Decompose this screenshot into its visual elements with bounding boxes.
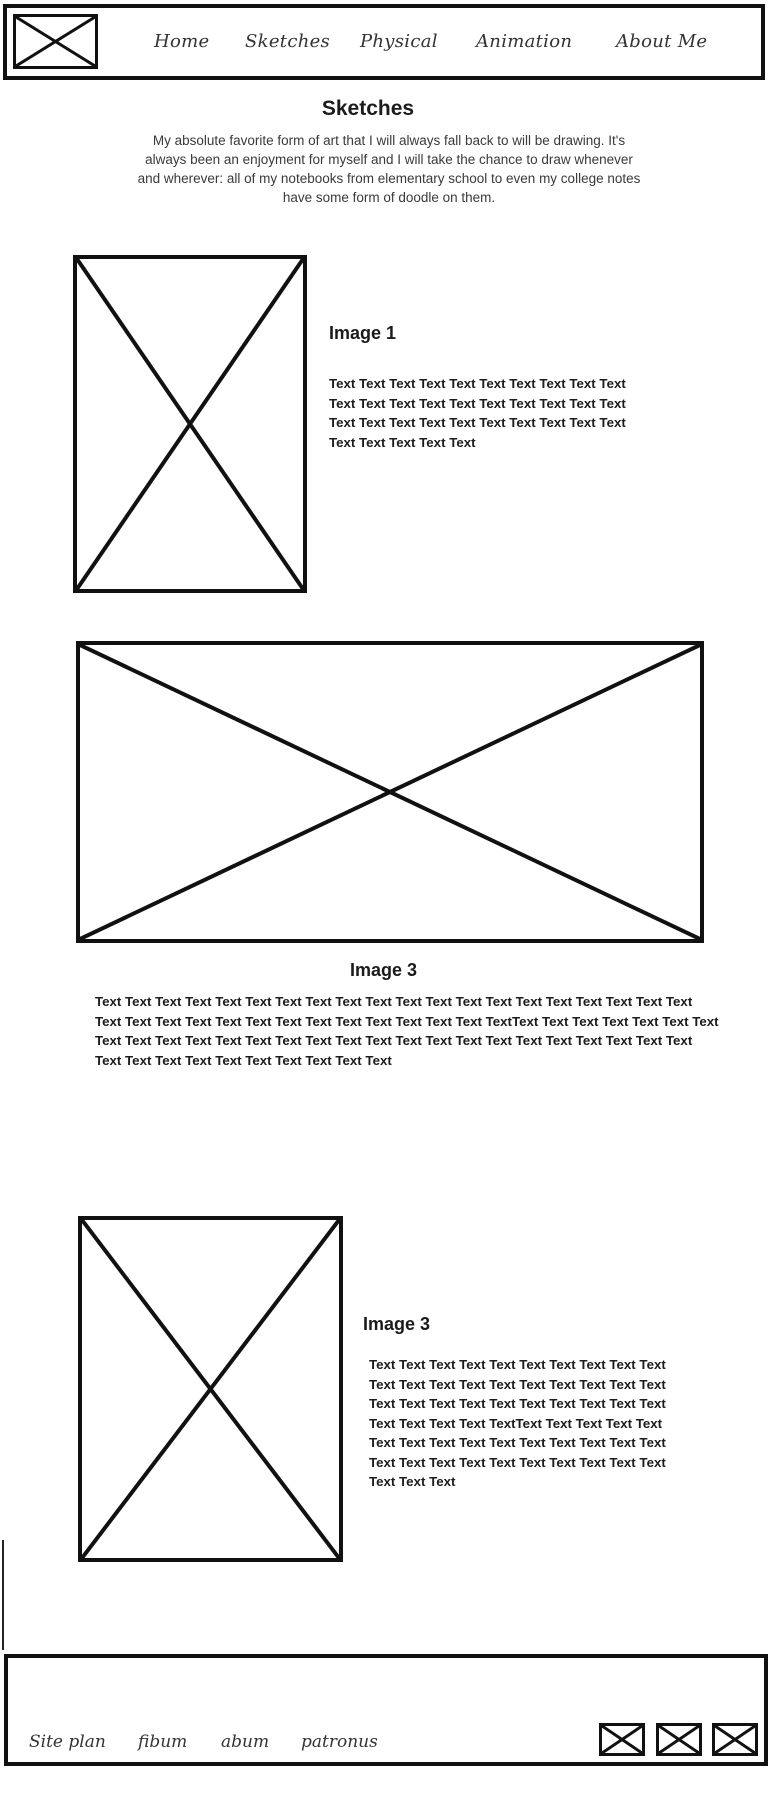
- social-icon-2[interactable]: [656, 1723, 702, 1756]
- placeholder-x-icon: [82, 1220, 339, 1558]
- site-footer: [4, 1654, 768, 1766]
- section-2-heading: Image 3: [349, 960, 418, 980]
- placeholder-x-icon: [77, 259, 303, 589]
- nav-sketches[interactable]: Sketches: [245, 31, 331, 52]
- nav-animation[interactable]: Animation: [476, 31, 573, 52]
- nav-home[interactable]: Home: [154, 31, 210, 52]
- social-icon-3[interactable]: [712, 1723, 758, 1756]
- footer-link-site-plan[interactable]: Site plan: [29, 1732, 106, 1752]
- logo-image-placeholder[interactable]: [13, 14, 98, 69]
- image-1-placeholder: [73, 255, 307, 593]
- divider-line: [2, 1540, 4, 1650]
- placeholder-x-icon: [16, 17, 95, 66]
- nav-about-me[interactable]: About Me: [616, 31, 708, 52]
- placeholder-x-icon: [602, 1726, 642, 1753]
- social-icon-1[interactable]: [599, 1723, 645, 1756]
- section-1-body: Text Text Text Text Text Text Text Text …: [329, 376, 626, 450]
- page-title: Sketches: [321, 97, 415, 120]
- section-3-heading: Image 3: [363, 1314, 431, 1334]
- image-3-placeholder: [78, 1216, 343, 1562]
- page-intro: My absolute favorite form of art that I …: [137, 133, 641, 205]
- nav-physical[interactable]: Physical: [360, 31, 438, 52]
- section-1-heading: Image 1: [329, 323, 397, 343]
- placeholder-x-icon: [659, 1726, 699, 1753]
- site-header: [3, 4, 765, 80]
- section-2-body: Text Text Text Text Text Text Text Text …: [95, 994, 719, 1068]
- footer-link-patronus[interactable]: patronus: [301, 1732, 378, 1752]
- footer-link-fibum[interactable]: fibum: [138, 1732, 188, 1752]
- placeholder-x-icon: [715, 1726, 755, 1753]
- footer-link-abum[interactable]: abum: [221, 1732, 270, 1752]
- image-2-placeholder: [76, 641, 704, 943]
- placeholder-x-icon: [80, 645, 700, 939]
- section-3-body: Text Text Text Text Text Text Text Text …: [369, 1357, 666, 1489]
